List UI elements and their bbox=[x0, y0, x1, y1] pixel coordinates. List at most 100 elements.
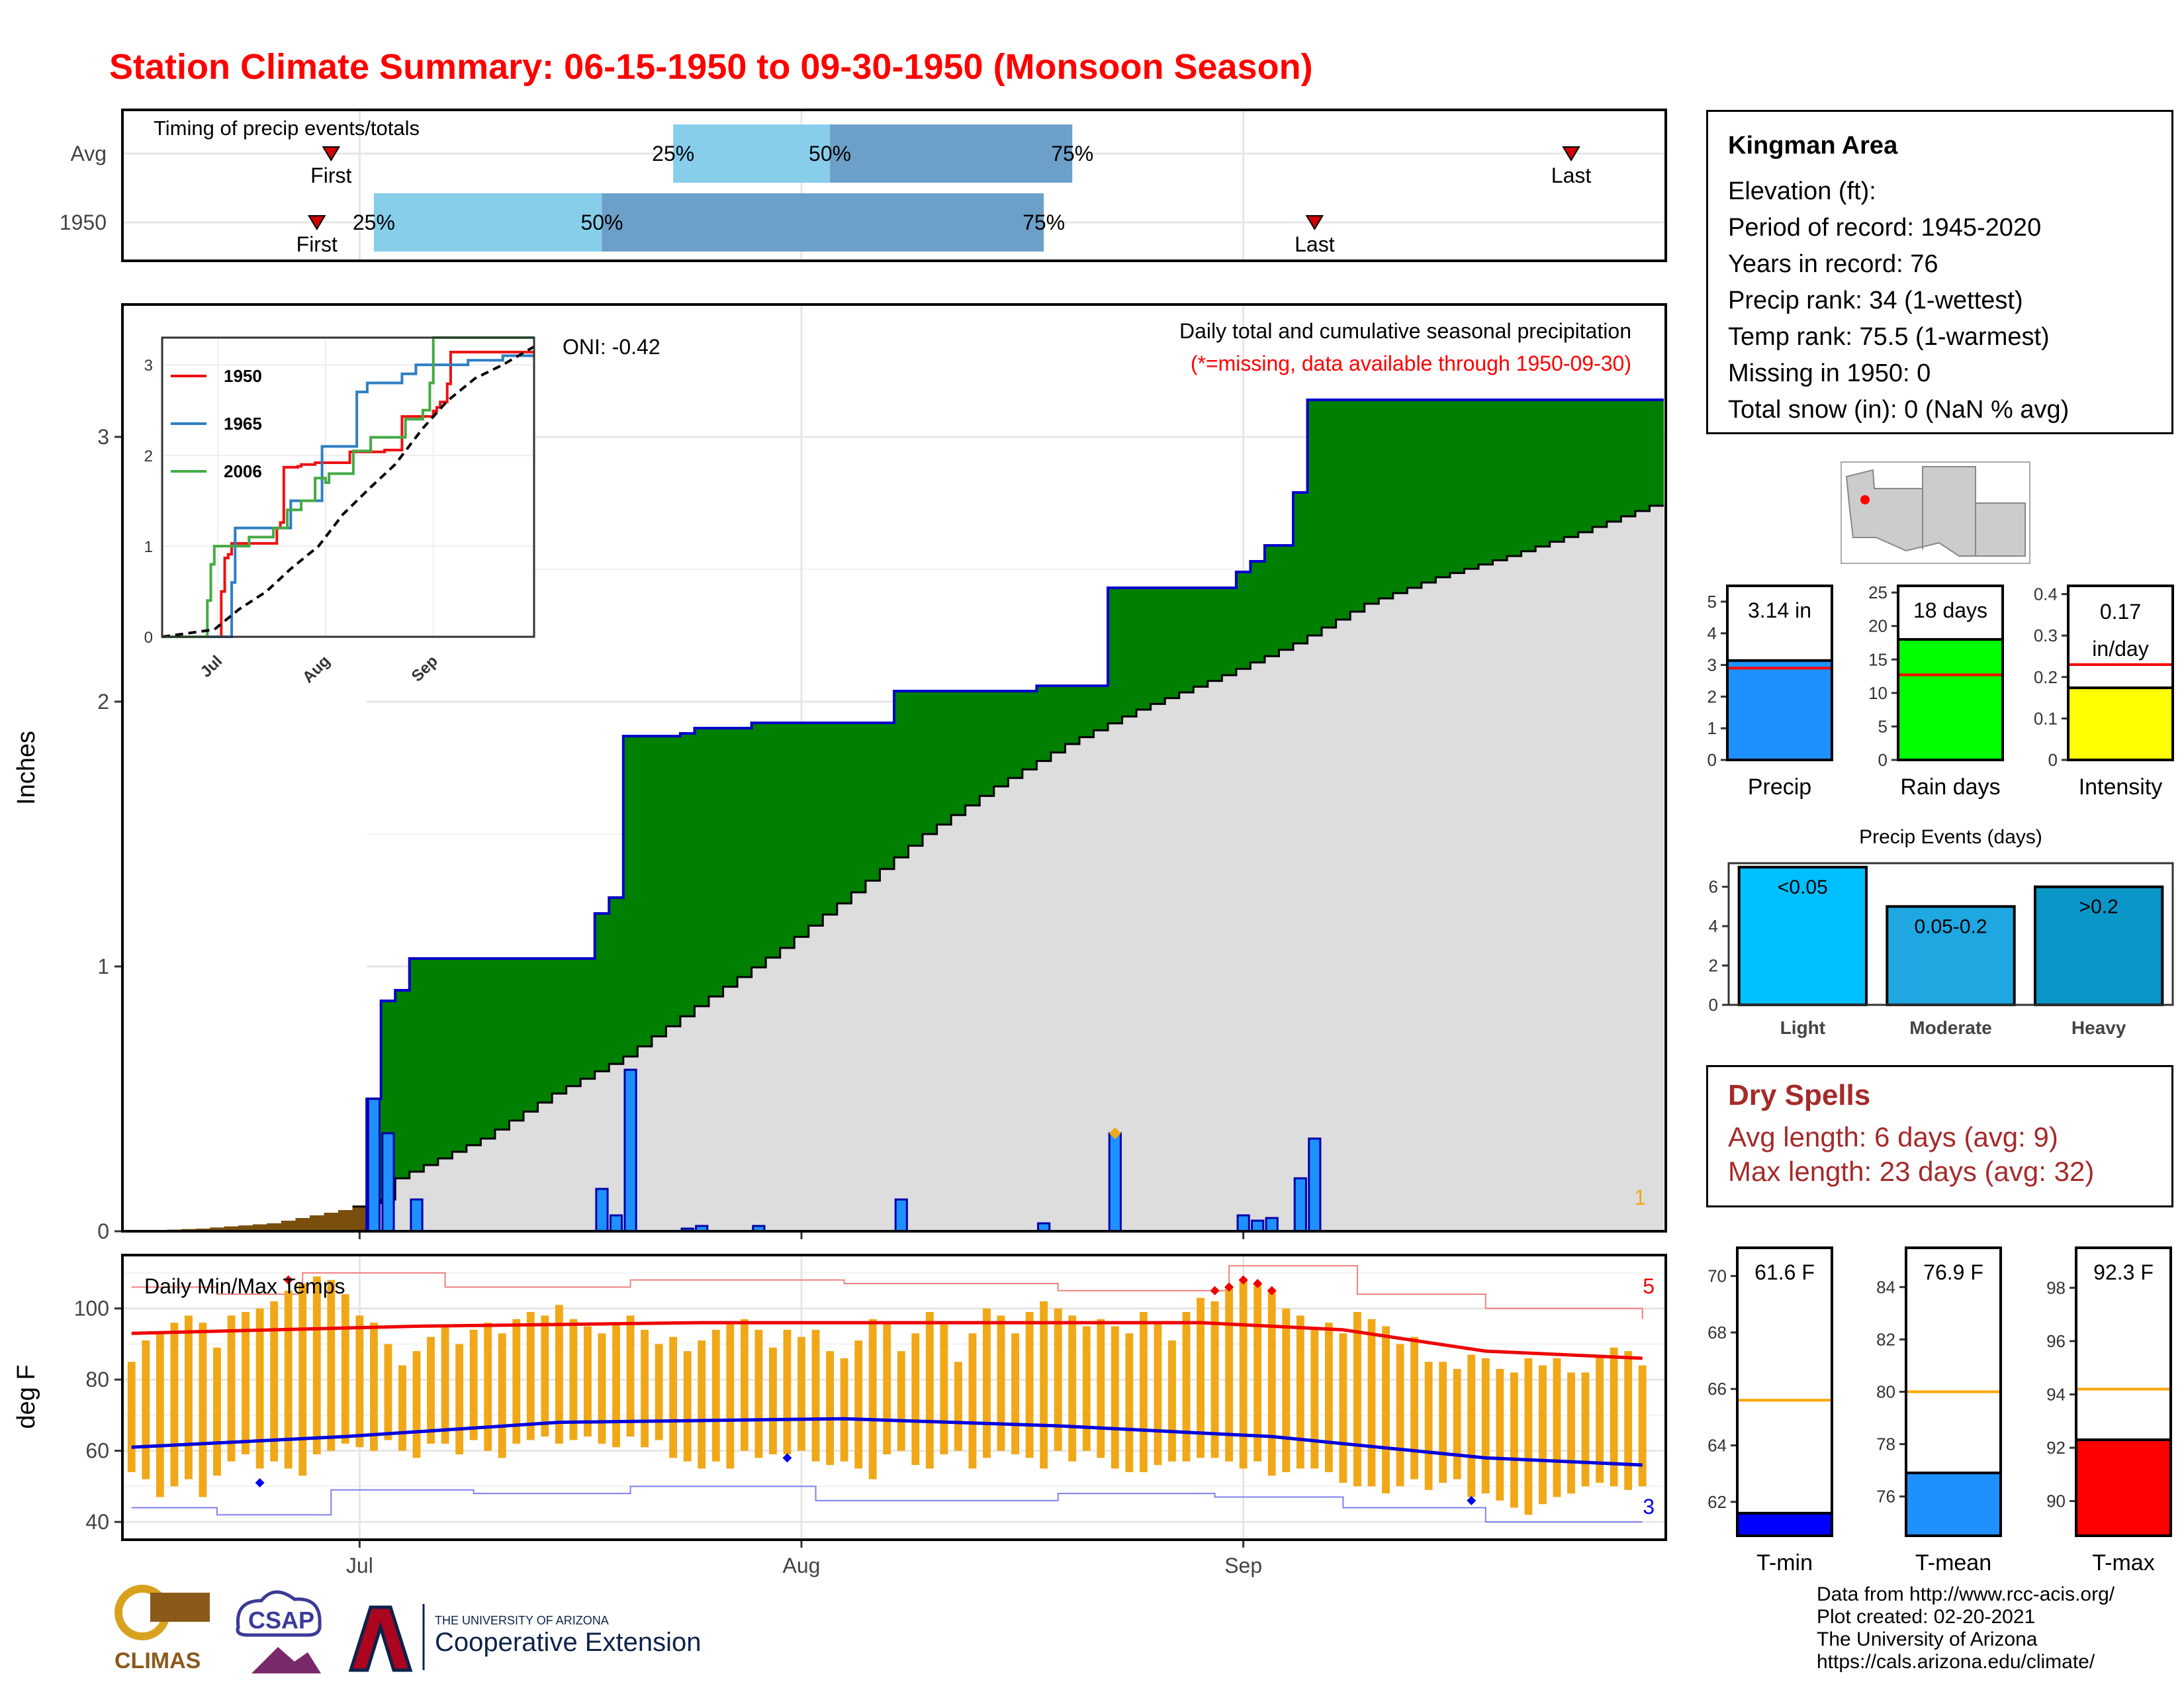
temp-y-axis-label: deg F bbox=[13, 1364, 40, 1429]
daily-temp-bar bbox=[740, 1319, 749, 1451]
tmax-y-tick-label: 94 bbox=[2046, 1385, 2066, 1405]
events-bar-heavy bbox=[2033, 885, 2164, 1006]
precip_total-y-tick-label: 3 bbox=[1707, 655, 1717, 675]
daily-temp-bar bbox=[769, 1347, 777, 1454]
daily-temp-bar bbox=[612, 1323, 620, 1448]
timing-title: Timing of precip events/totals bbox=[154, 117, 420, 140]
daily-temp-bar bbox=[1496, 1369, 1504, 1501]
avg-min-line bbox=[131, 1417, 1643, 1467]
tmin-panel-bg bbox=[1737, 1248, 1832, 1536]
tmax-panel-frame bbox=[2075, 1246, 2172, 1537]
rain_days-bar bbox=[1897, 637, 2004, 762]
rain_days-value-label: 18 days bbox=[1913, 598, 1987, 622]
daily-temp-bar bbox=[1510, 1372, 1518, 1508]
daily-temp-bar bbox=[1197, 1297, 1205, 1458]
precip-subtitle: (*=missing, data available through 1950-… bbox=[1191, 352, 1631, 375]
daily-temp-bar bbox=[641, 1329, 649, 1448]
daily-temp-bar bbox=[1068, 1315, 1077, 1462]
tmin-panel-frame bbox=[1736, 1246, 1833, 1537]
timing-marker-label: First bbox=[310, 164, 351, 187]
inset-climatology-line bbox=[161, 345, 535, 638]
events-title: Precip Events (days) bbox=[1859, 826, 2042, 848]
tmean-value-label: 76.9 F bbox=[1923, 1260, 1983, 1284]
daily-temp-bar bbox=[997, 1315, 1005, 1451]
intensity-panel-frame bbox=[2067, 585, 2174, 761]
oni-label: ONI: -0.42 bbox=[563, 335, 660, 359]
station-info-box: Kingman Area Elevation (ft): Period of r… bbox=[1706, 110, 2173, 434]
daily-temp-bar bbox=[541, 1315, 549, 1437]
tmax-x-label: T-max bbox=[2092, 1550, 2154, 1575]
inset-y-tick-label: 2 bbox=[144, 447, 153, 465]
dry-spells-heading: Dry Spells bbox=[1728, 1079, 1871, 1111]
daily-temp-bar bbox=[1396, 1344, 1404, 1487]
rain_days-y-tick-label: 20 bbox=[1868, 616, 1888, 636]
daily-temp-bar bbox=[469, 1329, 478, 1440]
inset-y-tick-label: 0 bbox=[144, 629, 153, 647]
daily-temp-bar bbox=[1453, 1369, 1461, 1479]
daily-temp-bar bbox=[1524, 1358, 1533, 1515]
station-snow: Total snow (in): 0 (NaN % avg) bbox=[1728, 396, 2070, 424]
ua-logo: THE UNIVERSITY OF ARIZONA Cooperative Ex… bbox=[348, 1604, 701, 1672]
daily-temp-bar bbox=[726, 1323, 735, 1469]
temp-y-tick-label: 80 bbox=[85, 1368, 109, 1391]
events-category-label: Heavy bbox=[2071, 1017, 2126, 1038]
station-precip-rank: Precip rank: 34 (1-wettest) bbox=[1728, 287, 2023, 314]
daily-temp-bar bbox=[1168, 1340, 1176, 1462]
precip_total-y-tick-label: 4 bbox=[1707, 624, 1717, 643]
tmean-y-tick-label: 84 bbox=[1876, 1277, 1895, 1297]
precip-y-tick-label: 0 bbox=[97, 1219, 109, 1243]
daily-temp-bar bbox=[1253, 1284, 1262, 1462]
credit-plot-date: Plot created: 02-20-2021 bbox=[1817, 1606, 2036, 1628]
daily-temp-bar bbox=[1025, 1312, 1034, 1458]
daily-temp-bar bbox=[384, 1344, 392, 1440]
record-low-marker-icon bbox=[1467, 1495, 1477, 1505]
station-name: Kingman Area bbox=[1728, 132, 1898, 160]
tmean-y-tick-label: 80 bbox=[1876, 1382, 1895, 1402]
daily-precip-bar bbox=[1308, 1137, 1322, 1233]
rain_days-x-label: Rain days bbox=[1900, 774, 2000, 800]
daily-temp-bar bbox=[1225, 1287, 1234, 1462]
daily-temp-bar bbox=[754, 1329, 763, 1458]
daily-temp-bar bbox=[584, 1326, 592, 1437]
daily-precip-bar bbox=[623, 1068, 637, 1233]
temp-title: Daily Min/Max Temps bbox=[144, 1274, 345, 1298]
precip-marker-icon bbox=[1109, 1127, 1121, 1139]
events-bar-label: 0.05-0.2 bbox=[1914, 915, 1987, 937]
climas-logo-text: CLIMAS bbox=[114, 1648, 201, 1673]
rain_days-y-tick-label: 25 bbox=[1868, 583, 1888, 602]
daily-temp-bar bbox=[968, 1333, 977, 1469]
rain_days-y-tick-label: 15 bbox=[1868, 649, 1888, 669]
timing-quantile-label: 50% bbox=[580, 211, 623, 234]
daily-temp-bar bbox=[1424, 1362, 1433, 1490]
daily-temp-bar bbox=[1296, 1315, 1304, 1469]
daily-temp-bar bbox=[1082, 1326, 1091, 1451]
rain_days-y-tick-label: 5 bbox=[1878, 716, 1888, 736]
intensity-y-tick-label: 0.4 bbox=[2034, 585, 2058, 604]
record-high-marker-icon bbox=[1267, 1286, 1277, 1295]
daily-temp-bar bbox=[954, 1362, 962, 1451]
intensity-bar bbox=[2067, 686, 2174, 761]
timing-bar-q50-q75 bbox=[602, 193, 1044, 252]
daily-precip-bar bbox=[1236, 1214, 1250, 1233]
daily-temp-bar bbox=[1054, 1308, 1062, 1451]
daily-temp-bar bbox=[298, 1284, 307, 1476]
daily-temp-bar bbox=[555, 1305, 563, 1444]
daily-temp-bar bbox=[184, 1315, 193, 1479]
tmax-y-tick-label: 90 bbox=[2046, 1491, 2066, 1511]
intensity-y-tick-label: 0.3 bbox=[2034, 626, 2058, 645]
temp-panel-bg bbox=[122, 1255, 1666, 1540]
daily-temp-bar bbox=[1339, 1333, 1347, 1483]
events-bar-label: <0.05 bbox=[1778, 876, 1828, 898]
csap-logo-text: CSAP bbox=[248, 1607, 314, 1634]
daily-temp-bar bbox=[1125, 1333, 1134, 1472]
precip_total-y-tick-label: 5 bbox=[1707, 592, 1717, 612]
inset-legend-label: 1965 bbox=[224, 414, 262, 434]
daily-precip-bar bbox=[1251, 1219, 1265, 1233]
daily-temp-bar bbox=[1040, 1301, 1048, 1469]
record-high-marker-icon bbox=[1238, 1275, 1248, 1285]
daily-temp-bar bbox=[1610, 1347, 1618, 1487]
tmean-y-tick-label: 76 bbox=[1876, 1487, 1895, 1507]
daily-temp-bar bbox=[983, 1308, 991, 1458]
daily-temp-bar bbox=[1282, 1308, 1291, 1472]
station-temp-rank: Temp rank: 75.5 (1-warmest) bbox=[1728, 323, 2050, 351]
